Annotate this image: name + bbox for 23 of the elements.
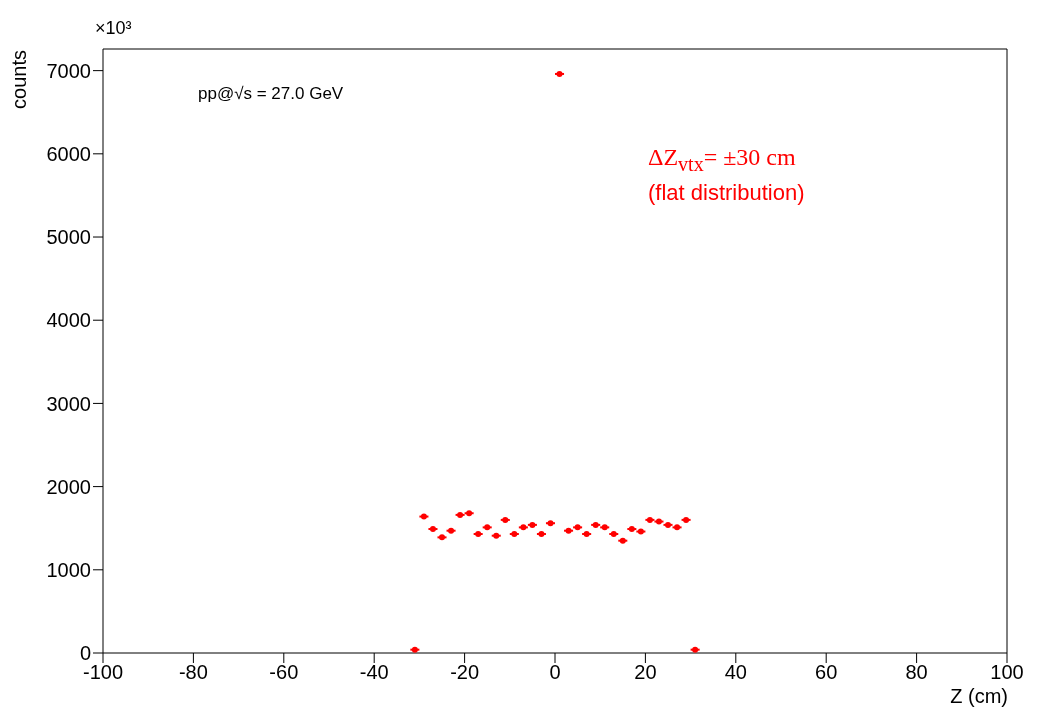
x-tick-label: 100 bbox=[990, 661, 1024, 684]
annotation: pp@√s = 27.0 GeV bbox=[198, 84, 344, 104]
x-tick-label: -60 bbox=[269, 661, 299, 684]
y-tick-label: 6000 bbox=[46, 142, 91, 165]
y-tick-label: 3000 bbox=[46, 392, 91, 415]
annotation: (flat distribution) bbox=[648, 180, 805, 206]
text: ×10³ bbox=[95, 18, 132, 39]
y-tick-label: 5000 bbox=[46, 226, 91, 249]
y-tick-label: 4000 bbox=[46, 309, 91, 332]
y-axis-title: counts bbox=[7, 50, 31, 109]
y-tick-label: 2000 bbox=[46, 475, 91, 498]
x-tick-label: -40 bbox=[359, 661, 389, 684]
x-axis-title: Z (cm) bbox=[950, 685, 1008, 708]
x-tick-label: 80 bbox=[905, 661, 928, 684]
x-tick-label: -20 bbox=[450, 661, 480, 684]
annotation: ΔZ$_{vtx}$= ±30 cm bbox=[648, 144, 796, 176]
y-tick-label: 7000 bbox=[46, 59, 91, 82]
x-tick-label: 60 bbox=[815, 661, 838, 684]
x-tick-label: 0 bbox=[549, 661, 561, 684]
y-tick-label: 1000 bbox=[46, 558, 91, 581]
x-tick-label: -80 bbox=[178, 661, 208, 684]
x-tick-label: 20 bbox=[634, 661, 657, 684]
x-tick-label: 40 bbox=[724, 661, 747, 684]
